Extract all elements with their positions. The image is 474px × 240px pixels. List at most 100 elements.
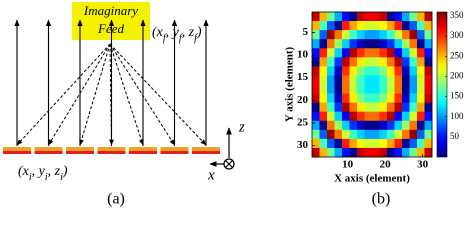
heatmap-cell bbox=[379, 39, 388, 49]
heatmap-cell bbox=[342, 138, 350, 149]
heatmap-cell bbox=[424, 84, 433, 94]
heatmap-cell bbox=[334, 147, 343, 158]
heatmap-cell bbox=[357, 75, 365, 85]
heatmap-cell bbox=[319, 30, 328, 40]
coord-part: f bbox=[179, 33, 183, 44]
x-axis-label: X axis (element) bbox=[334, 173, 410, 185]
heatmap-cell bbox=[319, 48, 328, 58]
heatmap-cell bbox=[387, 84, 395, 94]
heatmap-cell bbox=[357, 111, 365, 122]
heatmap-cell bbox=[349, 12, 358, 22]
heatmap-cell bbox=[394, 30, 403, 40]
heatmap-cell bbox=[312, 75, 320, 85]
heatmap-cell bbox=[334, 84, 343, 94]
heatmap-cell bbox=[379, 48, 388, 58]
heatmap-cell bbox=[349, 84, 358, 94]
heatmap-cell bbox=[349, 147, 358, 158]
colorbar-tick-label: 300 bbox=[450, 30, 464, 40]
heatmap-cell bbox=[342, 21, 350, 31]
heatmap-cell bbox=[394, 129, 403, 140]
heatmap-cell bbox=[327, 12, 335, 22]
heatmap-cell bbox=[372, 138, 380, 149]
coord-part: f bbox=[163, 33, 167, 44]
colorbar-tick-label: 50 bbox=[450, 131, 460, 141]
heatmap-cell bbox=[342, 93, 350, 103]
coord-part: f bbox=[194, 33, 198, 44]
heatmap-cell bbox=[387, 93, 395, 103]
heatmap-cell bbox=[357, 57, 365, 67]
heatmap-cell bbox=[424, 129, 433, 140]
heatmap-cell bbox=[372, 120, 380, 131]
heatmap-cell bbox=[424, 93, 433, 103]
heatmap-cell bbox=[364, 120, 373, 131]
heatmap-cell bbox=[349, 102, 358, 112]
element-coord: (xi, yi, zi) bbox=[18, 164, 68, 183]
heatmap-cell bbox=[394, 66, 403, 76]
heatmap-cell bbox=[409, 21, 418, 31]
heatmap-cell bbox=[387, 30, 395, 40]
heatmap-cell bbox=[334, 12, 343, 22]
heatmap-cell bbox=[364, 21, 373, 31]
heatmap-cell bbox=[364, 66, 373, 76]
feed-coord: (xf, yf, zf) bbox=[152, 25, 202, 44]
heatmap-cell bbox=[327, 102, 335, 112]
heatmap-cell bbox=[402, 147, 410, 158]
heatmap-cell bbox=[372, 66, 380, 76]
heatmap-cell bbox=[379, 93, 388, 103]
heatmap-cell bbox=[357, 84, 365, 94]
heatmap-cell bbox=[387, 111, 395, 122]
heatmap-cell bbox=[409, 120, 418, 131]
colorbar-tick-label: 350 bbox=[450, 10, 464, 20]
heatmap-cell bbox=[319, 93, 328, 103]
heatmap-cell bbox=[312, 147, 320, 158]
heatmap-cell bbox=[409, 66, 418, 76]
plot-frame bbox=[311, 11, 433, 158]
heatmap-cell bbox=[409, 84, 418, 94]
heatmap-cell bbox=[342, 84, 350, 94]
heatmap-cell bbox=[409, 111, 418, 122]
heatmap-cell bbox=[394, 75, 403, 85]
heatmap-cell bbox=[379, 66, 388, 76]
heatmap-cell bbox=[319, 21, 328, 31]
heatmap-cell bbox=[372, 129, 380, 140]
heatmap-cell bbox=[417, 57, 425, 67]
heatmap-cell bbox=[387, 57, 395, 67]
heatmap-cell bbox=[327, 93, 335, 103]
heatmap-cell bbox=[372, 84, 380, 94]
heatmap-cell bbox=[357, 48, 365, 58]
caption: (a) bbox=[107, 191, 125, 208]
heatmap-cell bbox=[394, 21, 403, 31]
heatmap-cell bbox=[312, 12, 320, 22]
heatmap-cell bbox=[312, 57, 320, 67]
colorbar-tick-label: 150 bbox=[450, 91, 464, 101]
coord-part: , z bbox=[48, 164, 61, 179]
heatmap-cell bbox=[394, 48, 403, 58]
y-tick-label: 15 bbox=[297, 71, 309, 83]
heatmap-cell bbox=[349, 48, 358, 58]
heatmap-cell bbox=[319, 39, 328, 49]
heatmap-cell bbox=[334, 102, 343, 112]
heatmap-cell bbox=[402, 21, 410, 31]
element-ground bbox=[97, 151, 126, 154]
coord-part: , y bbox=[32, 164, 46, 179]
coord-part: (x bbox=[152, 25, 164, 40]
colorbar-tick-label: 100 bbox=[450, 111, 464, 121]
element-ground bbox=[129, 151, 157, 154]
heatmap-cell bbox=[372, 39, 380, 49]
heatmap-cell bbox=[372, 75, 380, 85]
heatmap-cell bbox=[394, 111, 403, 122]
heatmap-cell bbox=[409, 75, 418, 85]
heatmap-cell bbox=[357, 129, 365, 140]
heatmap-cell bbox=[327, 30, 335, 40]
element-ground bbox=[192, 151, 220, 154]
figure: Imaginary Feed (xf, yf, zf) (xi, yi, zi)… bbox=[3, 2, 464, 208]
heatmap-cell bbox=[334, 111, 343, 122]
heatmap-cell bbox=[417, 75, 425, 85]
heatmap-cell bbox=[379, 129, 388, 140]
heatmap-cell bbox=[402, 75, 410, 85]
feed-ray bbox=[109, 43, 114, 146]
heatmap-cell bbox=[409, 129, 418, 140]
element-ground bbox=[160, 151, 189, 154]
heatmap-cell bbox=[342, 30, 350, 40]
heatmap-cell bbox=[402, 84, 410, 94]
